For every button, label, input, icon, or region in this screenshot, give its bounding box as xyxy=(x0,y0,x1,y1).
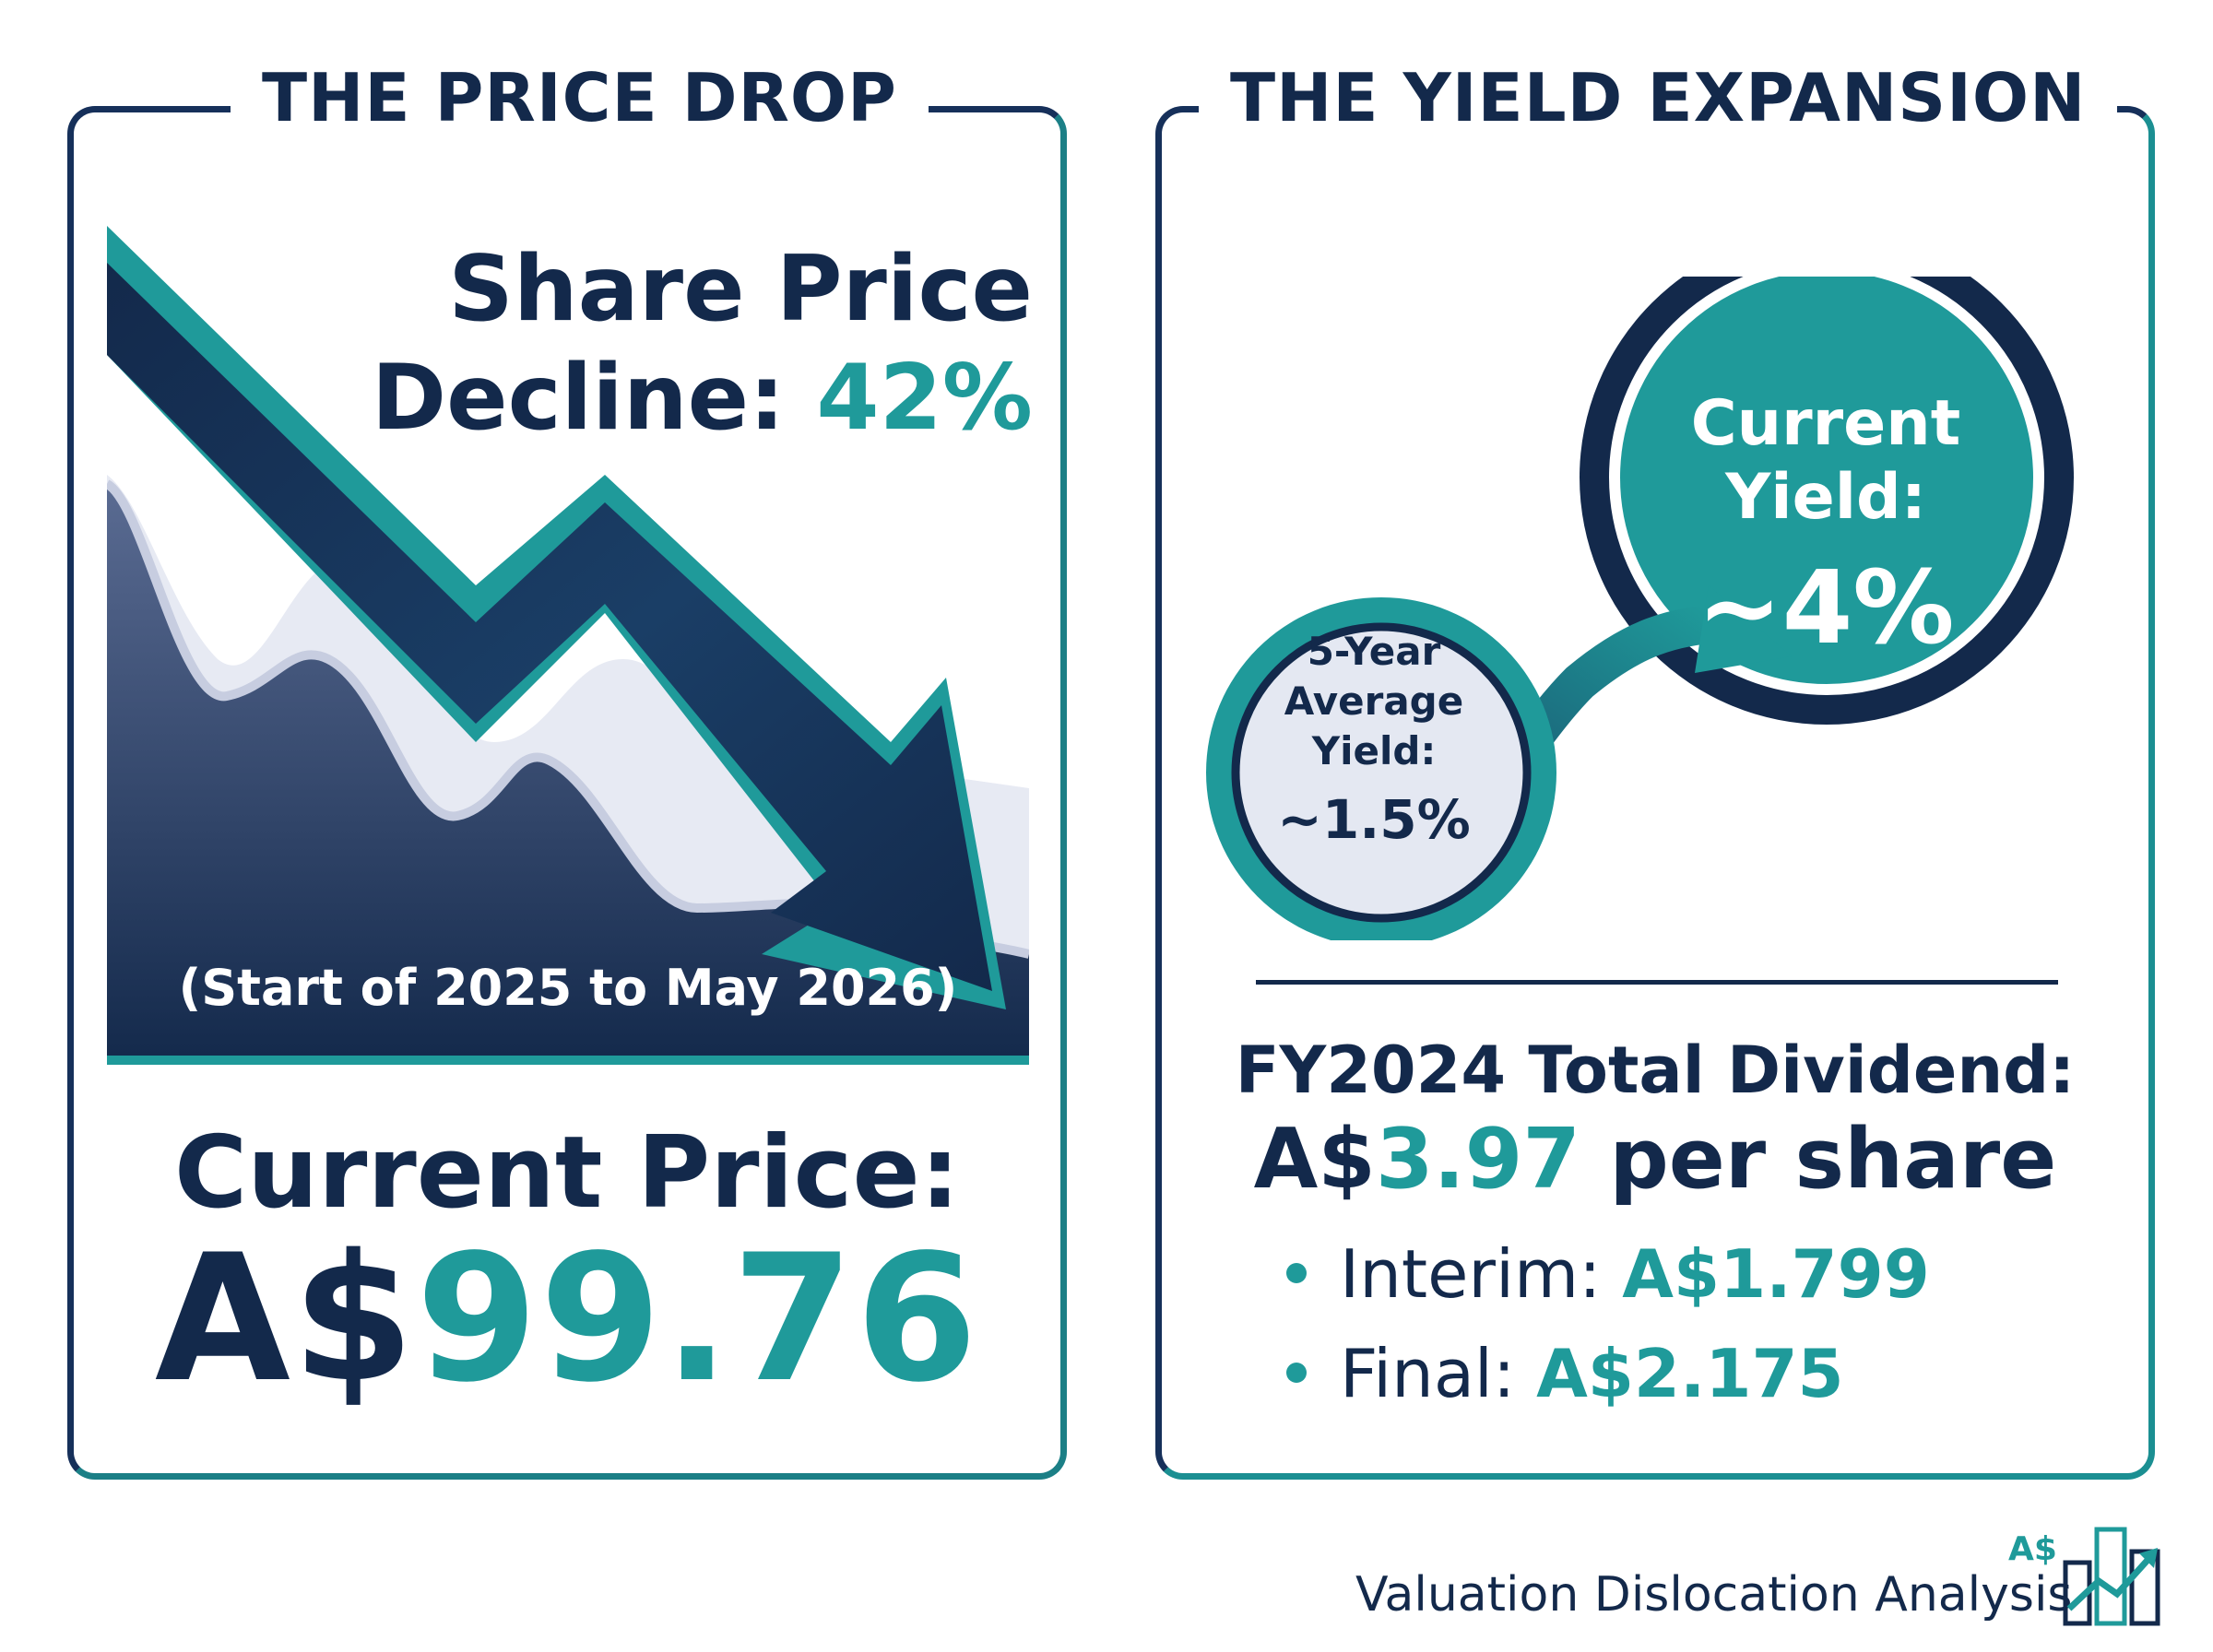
interim-label: Interim: xyxy=(1340,1235,1623,1313)
decline-label: Decline: xyxy=(371,346,817,451)
period-label: (Start of 2025 to May 2026) xyxy=(178,959,958,1017)
yield-expansion-title: THE YIELD EXPANSION xyxy=(1199,59,2118,136)
current-yield-label-line-2: Yield: xyxy=(1725,461,1926,534)
average-yield-circle xyxy=(1231,622,1532,923)
current-yield-label: Current Yield: xyxy=(1651,387,2001,535)
dividend-value: A$3.97 per share xyxy=(1155,1111,2155,1208)
dividend-suffix: per share xyxy=(1580,1111,2057,1208)
current-price-label: Current Price: xyxy=(174,1115,960,1231)
yield-expansion-panel: THE YIELD EXPANSION xyxy=(1155,59,2155,1480)
price-drop-title: THE PRICE DROP xyxy=(231,59,929,136)
average-yield-label-line-3: Yield: xyxy=(1311,728,1437,773)
final-value: A$2.175 xyxy=(1536,1335,1844,1412)
interim-dividend-item: Interim: A$1.799 xyxy=(1286,1235,1930,1313)
dividend-label: FY2024 Total Dividend: xyxy=(1235,1032,2076,1108)
average-yield-label-line-1: 5-Year xyxy=(1307,629,1441,674)
yield-circles-graphic xyxy=(1206,277,2074,940)
growth-arrow-head-icon xyxy=(1695,585,1792,673)
buildings-growth-logo-icon xyxy=(2063,1527,2160,1626)
footer-currency-mark: A$ xyxy=(2008,1530,2057,1568)
average-yield-label-line-2: Average xyxy=(1284,678,1464,724)
current-price-number: 99.76 xyxy=(416,1217,980,1421)
average-yield-value: ~1.5% xyxy=(1277,788,1471,851)
interim-value: A$1.799 xyxy=(1622,1235,1930,1313)
baseline-bar xyxy=(107,1056,1029,1065)
decline-line-2: Decline: 42% xyxy=(332,344,1033,453)
dividend-currency: A$ xyxy=(1253,1111,1376,1208)
current-yield-circle xyxy=(1609,277,2044,695)
down-arrow-body xyxy=(107,263,992,991)
price-drop-panel: THE PRICE DROP xyxy=(67,59,1067,1480)
final-label: Final: xyxy=(1340,1335,1537,1412)
current-yield-value: ~4% xyxy=(1697,549,1955,667)
average-yield-label: 5-Year Average Yield: xyxy=(1226,627,1521,776)
current-price-currency: A$ xyxy=(154,1217,417,1421)
current-yield-label-line-1: Current xyxy=(1690,387,1961,460)
current-price-value: A$99.76 xyxy=(67,1217,1067,1421)
bullet-icon xyxy=(1286,1263,1307,1284)
footer-label: Valuation Dislocation Analysis xyxy=(1355,1567,2073,1622)
price-decline-graphic xyxy=(107,226,1029,1065)
decline-value: 42% xyxy=(816,346,1033,451)
section-divider xyxy=(1256,980,2058,985)
share-price-decline: Share Price Decline: 42% xyxy=(332,235,1033,453)
final-dividend-item: Final: A$2.175 xyxy=(1286,1335,1844,1412)
dividend-amount: 3.97 xyxy=(1375,1111,1580,1208)
decline-line-1: Share Price xyxy=(448,237,1033,342)
bullet-icon xyxy=(1286,1363,1307,1384)
